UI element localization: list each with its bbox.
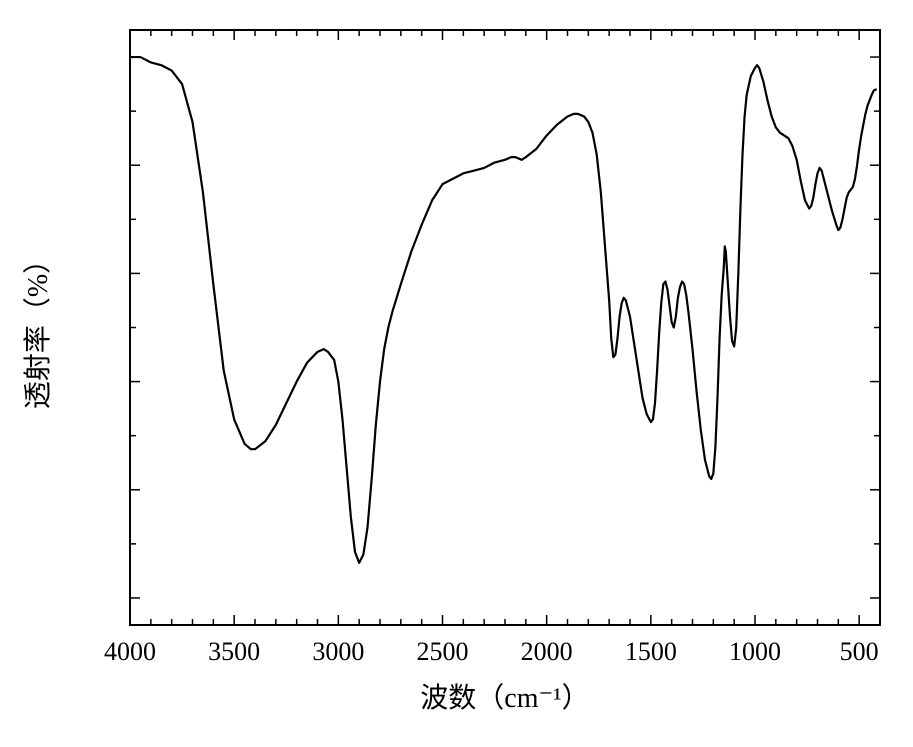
ir-spectrum-chart: 4000 3500 3000 2500 2000 1500 1000 500 波数（cm⁻¹） 透… [0,0,913,747]
x-tick-label: 3000 [312,637,364,666]
y-axis-label: 透射率（%） [22,246,54,409]
x-tick-label: 2500 [417,637,469,666]
x-axis-label: 波数（cm⁻¹） [420,682,589,714]
x-tick-label: 4000 [104,637,156,666]
chart-svg: 4000 3500 3000 2500 2000 1500 1000 500 波数（cm⁻¹） 透… [0,0,913,747]
x-tick-label: 1000 [729,637,781,666]
x-tick-label: 1500 [625,637,677,666]
x-tick-label: 3500 [208,637,260,666]
x-tick-label: 2000 [521,637,573,666]
x-tick-label: 500 [840,637,879,666]
